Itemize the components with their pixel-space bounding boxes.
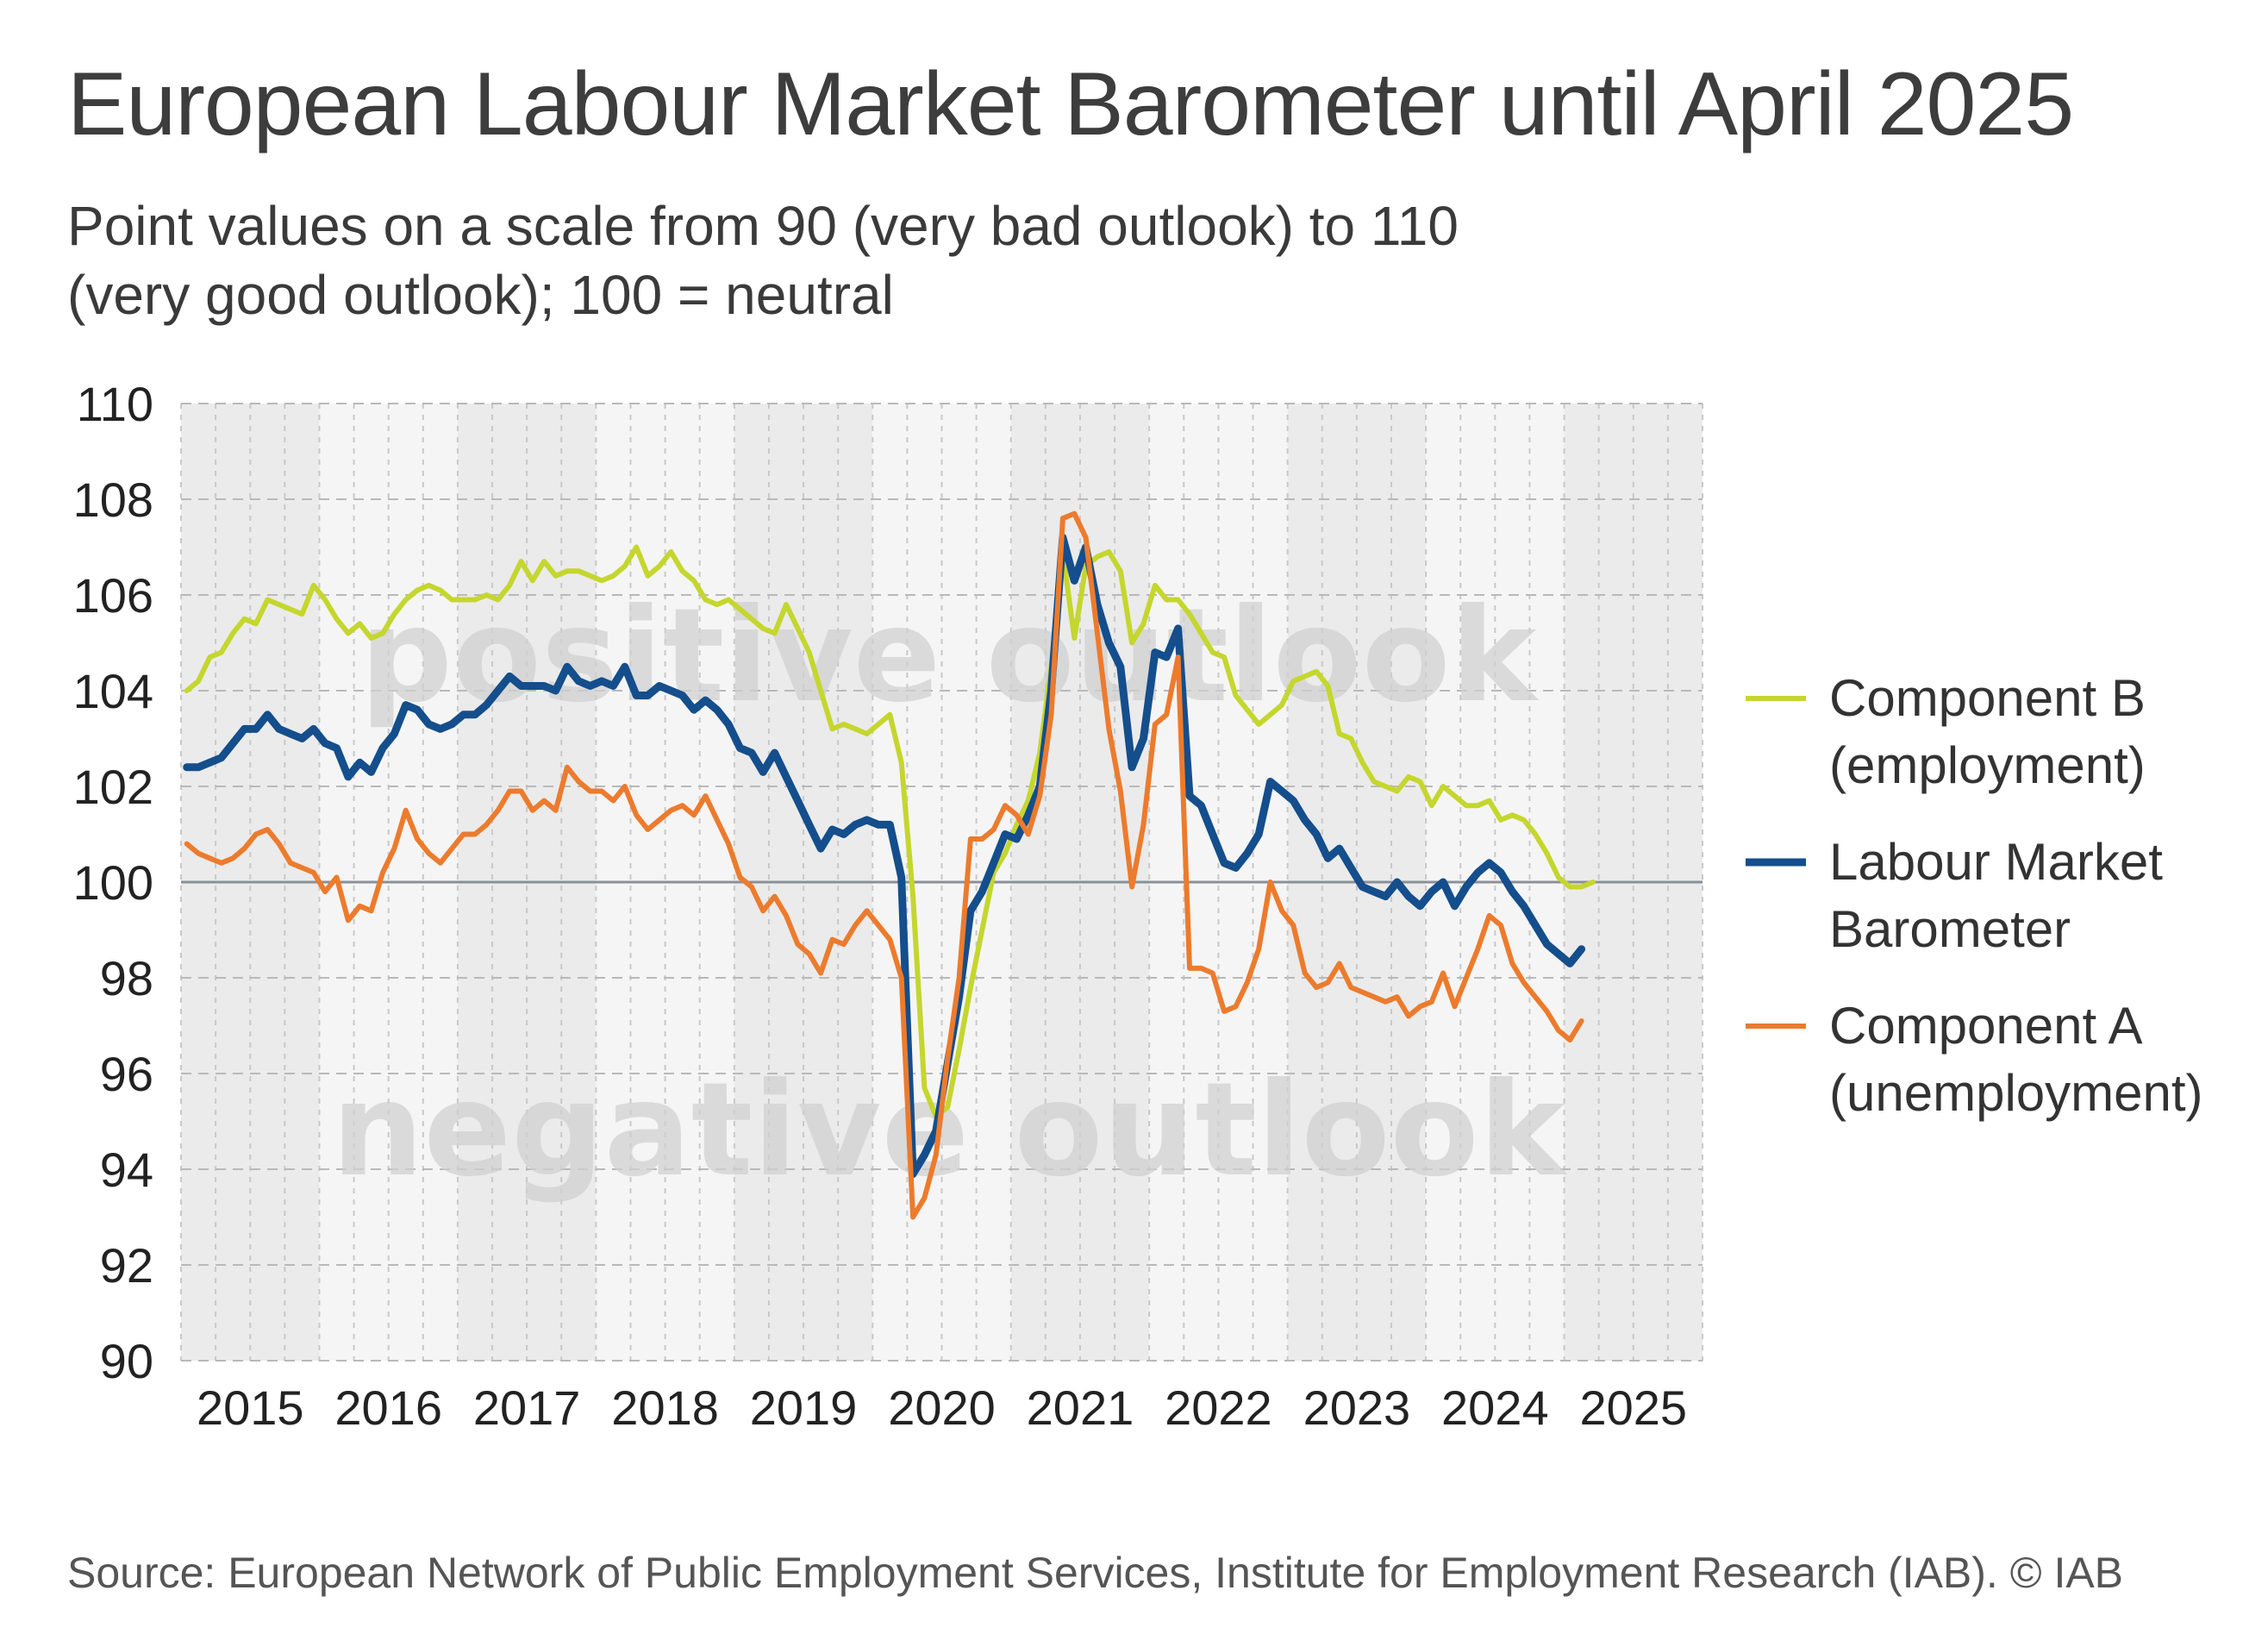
chart-title: European Labour Market Barometer until A… <box>67 54 2074 154</box>
y-tick-label: 100 <box>73 855 153 910</box>
x-tick-label: 2022 <box>1165 1380 1272 1435</box>
y-axis-ticks: 90 92 94 96 98 100 102 104 106 108 110 <box>73 377 153 1388</box>
y-tick-label: 104 <box>73 664 153 718</box>
x-tick-label: 2021 <box>1027 1380 1134 1435</box>
x-tick-label: 2024 <box>1441 1380 1549 1435</box>
y-tick-label: 102 <box>73 760 153 814</box>
y-tick-label: 108 <box>73 473 153 527</box>
x-tick-label: 2019 <box>750 1380 858 1435</box>
x-tick-label: 2015 <box>197 1380 304 1435</box>
legend-label: Component B (employment) <box>1829 669 2146 794</box>
y-tick-label: 110 <box>77 377 153 431</box>
y-tick-label: 106 <box>73 568 153 623</box>
x-axis-ticks: 2015 2016 2017 2018 2019 2020 2021 2022 2023 2024… <box>197 1380 1687 1435</box>
x-tick-label: 2020 <box>888 1380 996 1435</box>
legend-label-line: Labour Market <box>1829 833 2163 891</box>
legend-label: Component A (unemployment) <box>1829 997 2203 1122</box>
series-line-barometer <box>183 533 1586 1178</box>
y-tick-label: 90 <box>100 1334 153 1388</box>
zone-label-positive: positive outlook <box>360 581 1540 731</box>
x-tick-label: 2025 <box>1579 1380 1687 1435</box>
y-tick-label: 94 <box>100 1143 153 1197</box>
series-lines <box>183 510 1596 1220</box>
y-tick-label: 92 <box>100 1238 153 1293</box>
chart-subtitle: Point values on a scale from 90 (very ba… <box>67 195 1459 326</box>
outlook-zone-labels: positive outlook negative outlook <box>332 581 1568 1205</box>
zone-label-negative: negative outlook <box>332 1055 1568 1205</box>
legend-label-line: (unemployment) <box>1829 1064 2203 1122</box>
source-note: Source: European Network of Public Emplo… <box>67 1549 2124 1597</box>
x-tick-label: 2017 <box>473 1380 581 1435</box>
series-line-component-b <box>184 544 1596 1119</box>
y-tick-label: 96 <box>100 1047 153 1101</box>
legend-label-line: Barometer <box>1829 900 2071 958</box>
x-tick-label: 2016 <box>334 1380 442 1435</box>
x-tick-label: 2018 <box>611 1380 719 1435</box>
legend: Component B (employment) Labour Market Baro… <box>1746 669 2203 1122</box>
series-line-component-a <box>184 510 1584 1220</box>
x-tick-label: 2023 <box>1303 1380 1411 1435</box>
legend-label: Labour Market Barometer <box>1829 833 2163 958</box>
y-tick-label: 98 <box>100 951 153 1005</box>
legend-label-line: (employment) <box>1829 736 2146 794</box>
legend-label-line: Component A <box>1829 997 2143 1055</box>
legend-label-line: Component B <box>1829 669 2146 727</box>
